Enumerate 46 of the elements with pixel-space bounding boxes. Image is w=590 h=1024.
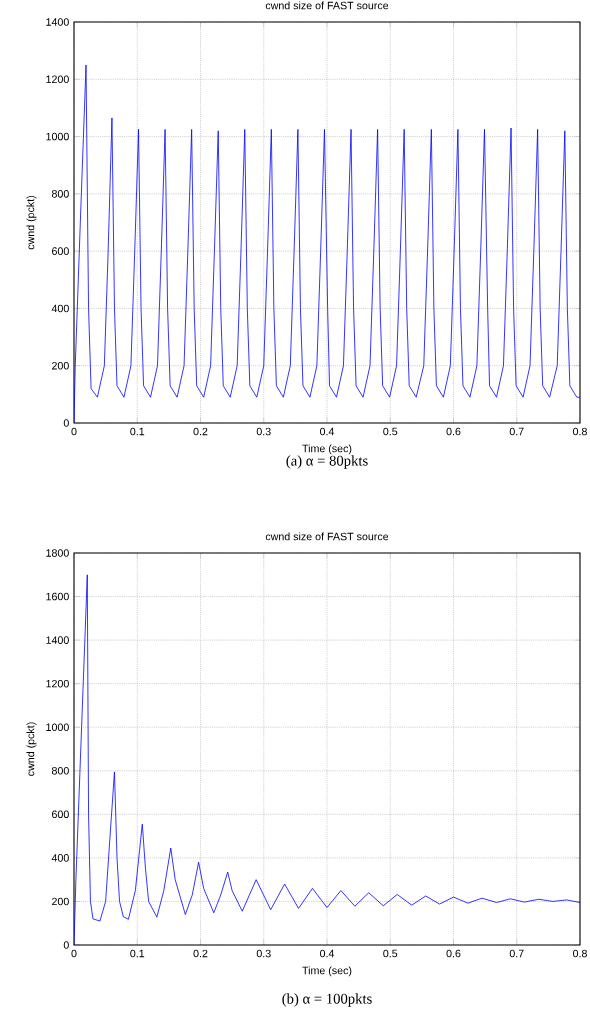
y-tick-label: 400 xyxy=(51,304,69,313)
x-tick-label: 0.6 xyxy=(446,427,461,436)
chart-title: cwnd size of FAST source xyxy=(265,532,389,541)
x-tick-label: 0.8 xyxy=(573,427,587,436)
y-tick-label: 1000 xyxy=(46,723,69,731)
x-axis-title: Time (sec) xyxy=(302,966,352,977)
y-tick-label: 1600 xyxy=(46,592,69,601)
text: (a) α = 80pkts xyxy=(286,455,368,469)
x-tick-label: 0.8 xyxy=(573,949,587,958)
x-tick-label: 0.3 xyxy=(256,427,271,436)
x-tick-label: 0.7 xyxy=(509,427,524,436)
y-tick-label: 800 xyxy=(51,190,69,198)
chart-title: cwnd size of FAST source xyxy=(265,1,389,10)
x-tick-label: 0 xyxy=(71,427,77,436)
y-tick-label: 600 xyxy=(52,247,69,255)
y-tick-label: 800 xyxy=(51,767,69,775)
y-tick-label: 0 xyxy=(63,419,69,427)
x-tick-label: 0.3 xyxy=(256,949,271,958)
text: (b) α = 100pkts xyxy=(282,993,372,1007)
x-tick-label: 0.2 xyxy=(193,949,208,958)
x-tick-label: 0.6 xyxy=(446,949,461,958)
y-axis-title: cwnd (pckt) xyxy=(26,722,37,776)
y-tick-label: 1200 xyxy=(46,75,69,84)
line-series xyxy=(74,64,580,423)
y-axis-title: cwnd (pckt) xyxy=(26,195,37,250)
x-axis-title: Time (sec) xyxy=(302,444,352,455)
y-tick-label: 1800 xyxy=(46,549,69,557)
x-tick-label: 0.2 xyxy=(193,427,208,436)
x-tick-label: 0.7 xyxy=(509,949,524,958)
line-series xyxy=(74,574,580,945)
x-tick-label: 0.4 xyxy=(320,427,335,436)
y-tick-label: 400 xyxy=(51,854,69,862)
y-tick-label: 0 xyxy=(63,941,69,949)
y-tick-label: 200 xyxy=(52,897,69,906)
y-tick-label: 200 xyxy=(52,361,69,370)
x-tick-label: 0.4 xyxy=(320,949,335,958)
x-tick-label: 0.5 xyxy=(383,427,398,436)
x-tick-label: 0.5 xyxy=(383,949,398,958)
y-tick-label: 1200 xyxy=(46,679,69,688)
y-tick-label: 1000 xyxy=(46,132,69,141)
y-tick-label: 1400 xyxy=(46,18,69,26)
y-tick-label: 600 xyxy=(52,810,69,819)
x-tick-label: 0.1 xyxy=(130,949,145,958)
y-tick-label: 1400 xyxy=(46,636,69,644)
x-tick-label: 0.1 xyxy=(130,427,145,436)
x-tick-label: 0 xyxy=(71,949,77,958)
